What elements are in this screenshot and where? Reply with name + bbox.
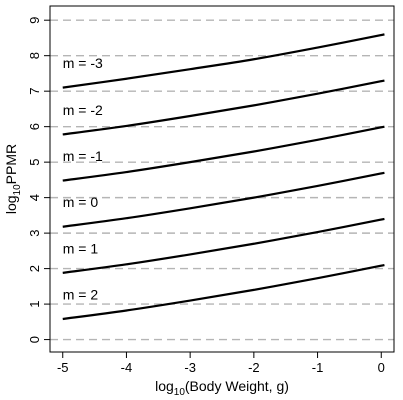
x-axis: -5 -4 -3 -2 -1 0 xyxy=(57,351,385,375)
y-axis: 0 1 2 3 4 5 6 7 8 9 xyxy=(27,17,51,343)
series-label: m = -2 xyxy=(63,102,103,118)
y-tick-label: 3 xyxy=(27,230,42,237)
x-axis-title-prefix: log xyxy=(155,378,174,394)
series-lines xyxy=(62,33,385,321)
series-line xyxy=(62,263,385,321)
y-tick-label: 6 xyxy=(27,123,42,130)
x-axis-title-rest: (Body Weight, g) xyxy=(185,378,289,394)
y-tick-label: 1 xyxy=(27,300,42,307)
y-axis-title: log10PPMR xyxy=(3,144,23,214)
series-line xyxy=(62,171,385,228)
x-tick-label: -5 xyxy=(57,360,69,375)
x-tick-label: 0 xyxy=(378,360,385,375)
series-label: m = -1 xyxy=(63,148,103,164)
y-axis-title-prefix: log xyxy=(3,195,19,214)
series-label: m = 2 xyxy=(63,286,99,302)
y-tick-label: 5 xyxy=(27,159,42,166)
y-tick-label: 9 xyxy=(27,17,42,24)
y-tick-label: 2 xyxy=(27,265,42,272)
series-label: m = 0 xyxy=(63,194,99,210)
series-line xyxy=(62,33,385,89)
y-tick-label: 8 xyxy=(27,52,42,59)
series-labels: m = -3 m = -2 m = -1 m = 0 m = 1 m = 2 xyxy=(63,55,103,302)
y-axis-title-rest: PPMR xyxy=(3,144,19,184)
series-line xyxy=(62,79,385,136)
series-label: m = 1 xyxy=(63,240,99,256)
grid-lines xyxy=(50,19,394,341)
x-tick-label: -4 xyxy=(121,360,133,375)
series-line xyxy=(62,217,385,274)
x-tick-label: -1 xyxy=(312,360,324,375)
x-axis-title: log10(Body Weight, g) xyxy=(155,378,289,398)
y-axis-title-subscript: 10 xyxy=(12,184,23,196)
series-line xyxy=(62,125,385,182)
series-label: m = -3 xyxy=(63,55,103,71)
y-tick-label: 0 xyxy=(27,336,42,343)
y-tick-label: 7 xyxy=(27,88,42,95)
x-tick-label: -3 xyxy=(184,360,196,375)
x-tick-label: -2 xyxy=(248,360,260,375)
x-axis-title-subscript: 10 xyxy=(174,387,186,398)
y-tick-label: 4 xyxy=(27,194,42,201)
